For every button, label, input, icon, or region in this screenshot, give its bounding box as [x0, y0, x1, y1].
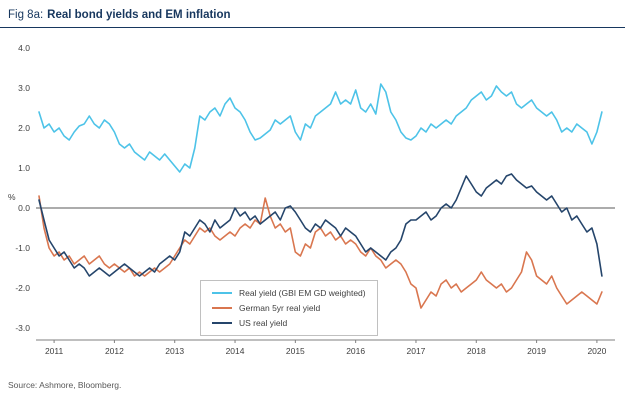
x-tick-label: 2014: [226, 346, 245, 356]
x-tick-label: 2016: [346, 346, 365, 356]
page-title: Real bond yields and EM inflation: [47, 9, 231, 21]
legend-label-us-yield: US real yield: [239, 318, 288, 328]
figure-header: Fig 8a: Real bond yields and EM inflation: [0, 0, 625, 28]
y-tick-label: 2.0: [18, 123, 30, 133]
y-tick-label: 3.0: [18, 83, 30, 93]
source-note: Source: Ashmore, Bloomberg.: [8, 380, 122, 390]
chart-legend: Real yield (GBI EM GD weighted) German 5…: [200, 280, 378, 336]
x-tick-label: 2012: [105, 346, 124, 356]
legend-item-real-yield: Real yield (GBI EM GD weighted): [212, 288, 366, 298]
legend-label-german-yield: German 5yr real yield: [239, 303, 321, 313]
x-tick-label: 2018: [467, 346, 486, 356]
x-tick-label: 2019: [527, 346, 546, 356]
x-tick-label: 2017: [407, 346, 426, 356]
y-tick-label: 0.0: [18, 203, 30, 213]
us-yield-line-swatch: [212, 322, 232, 324]
line-chart: 4.0 3.0 2.0 1.0 0.0 -1.0 -2.0 -3.0 2011 2012 2013 2…: [8, 43, 615, 356]
german-yield-line-swatch: [212, 307, 232, 309]
series-line-0: [38, 83, 603, 173]
y-tick-label: 4.0: [18, 43, 30, 53]
x-tick-label: 2015: [286, 346, 305, 356]
x-tick-label: 2020: [587, 346, 606, 356]
y-tick-label: -3.0: [15, 323, 30, 333]
y-axis-unit-label: %: [8, 192, 16, 202]
x-tick-label: 2013: [165, 346, 184, 356]
y-tick-label: -1.0: [15, 243, 30, 253]
y-tick-label: 1.0: [18, 163, 30, 173]
y-tick-label: -2.0: [15, 283, 30, 293]
figure-label: Fig 8a:: [8, 9, 44, 21]
chart-area: 4.0 3.0 2.0 1.0 0.0 -1.0 -2.0 -3.0 2011 2012 2013 2…: [0, 28, 625, 364]
legend-item-german-yield: German 5yr real yield: [212, 303, 366, 313]
legend-label-real-yield: Real yield (GBI EM GD weighted): [239, 288, 366, 298]
series-line-2: [38, 173, 603, 277]
real-yield-line-swatch: [212, 292, 232, 294]
x-tick-label: 2011: [45, 346, 64, 356]
legend-item-us-yield: US real yield: [212, 318, 366, 328]
